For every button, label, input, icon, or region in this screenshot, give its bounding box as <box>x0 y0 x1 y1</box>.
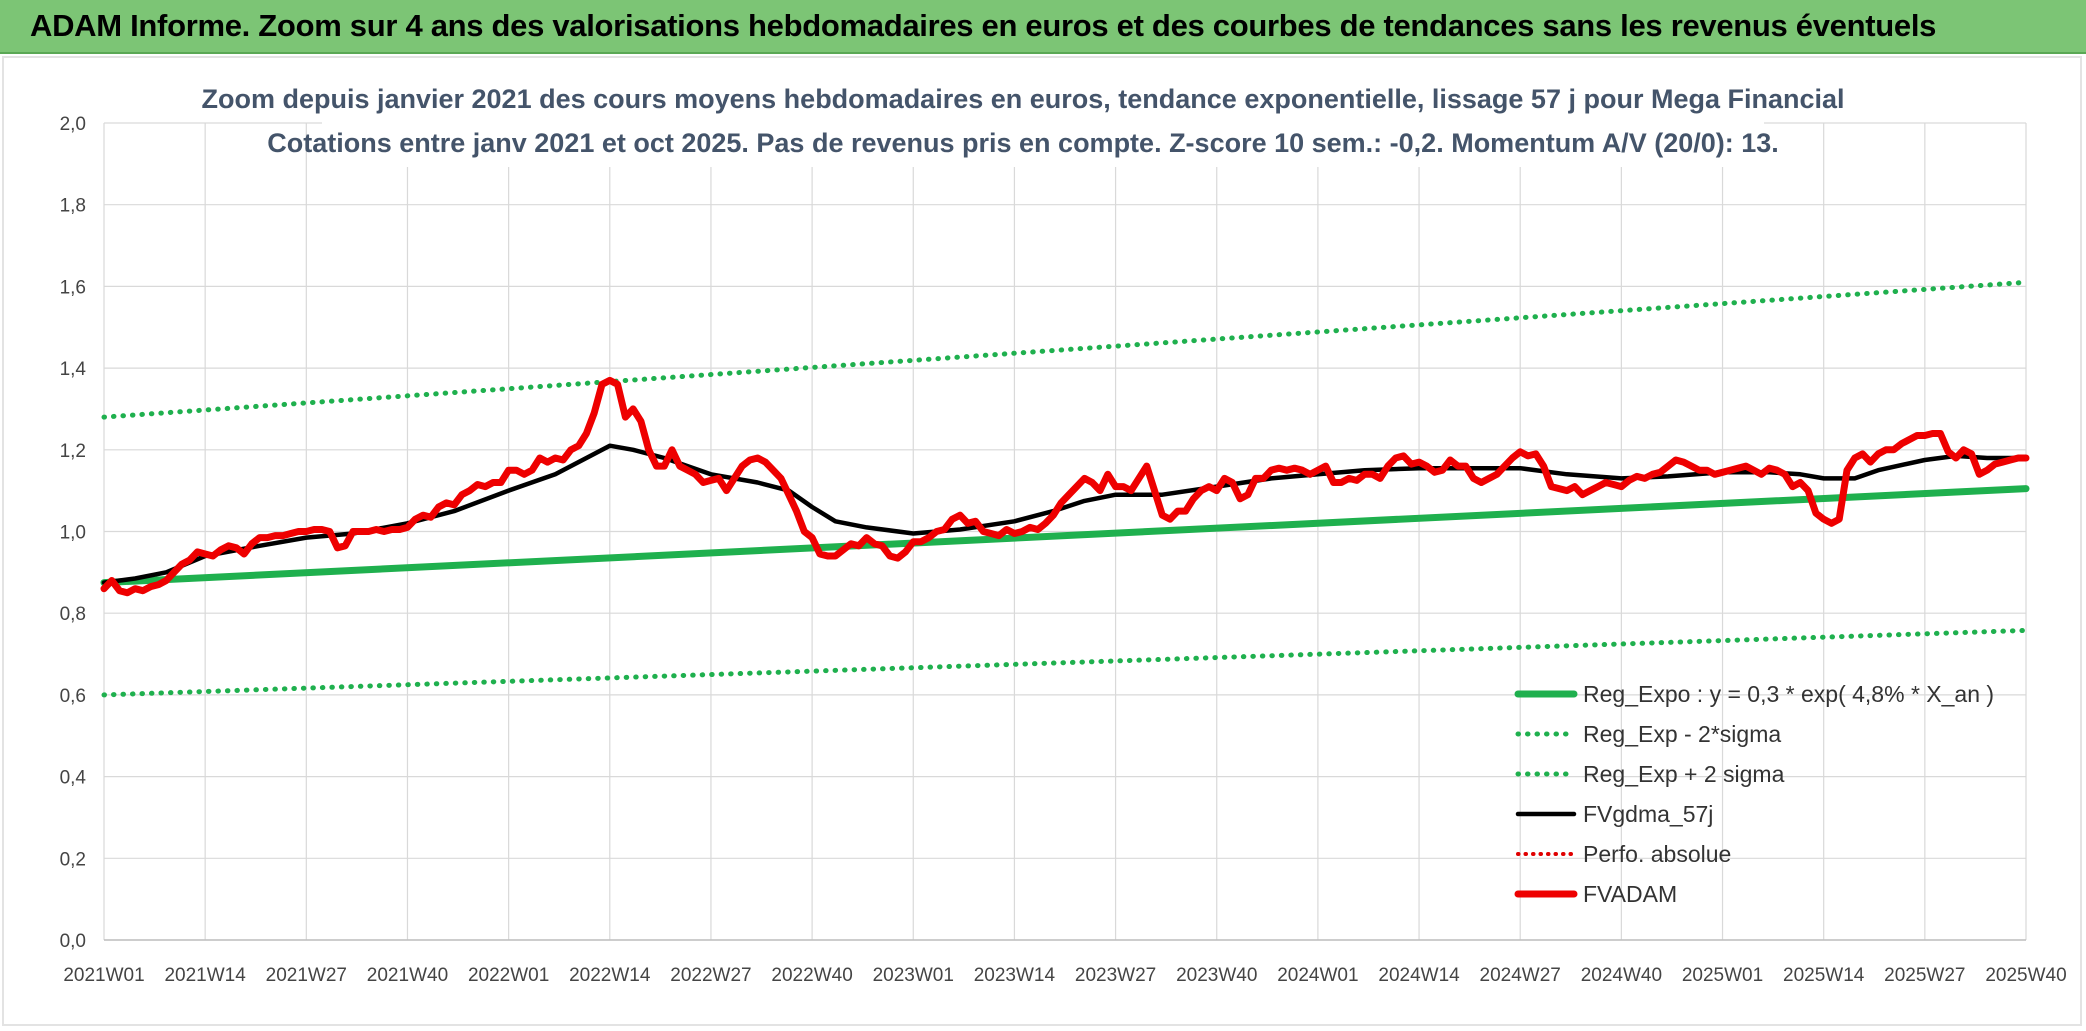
report-header-bar: ADAM Informe. Zoom sur 4 ans des valoris… <box>0 0 2086 54</box>
x-tick-label: 2025W27 <box>1884 965 1965 986</box>
x-tick-label: 2021W40 <box>367 965 448 986</box>
y-tick-label: 1,8 <box>60 196 86 217</box>
x-tick-label: 2024W40 <box>1581 965 1662 986</box>
x-tick-label: 2023W14 <box>974 965 1056 986</box>
x-tick-label: 2023W40 <box>1176 965 1257 986</box>
x-tick-label: 2022W01 <box>468 965 549 986</box>
x-tick-label: 2022W27 <box>670 965 751 986</box>
x-tick-label: 2024W01 <box>1277 965 1358 986</box>
x-tick-label: 2023W01 <box>873 965 954 986</box>
series-line-reg-expo-y-0-3-exp-4-8-x-an <box>100 485 2030 587</box>
y-tick-label: 0,8 <box>60 604 86 625</box>
x-tick-label: 2025W14 <box>1783 965 1865 986</box>
x-tick-label: 2025W01 <box>1682 965 1763 986</box>
x-tick-label: 2021W01 <box>63 965 144 986</box>
y-tick-label: 0,2 <box>60 849 86 870</box>
legend-entry-perfo-absolue: Perfo. absolue <box>1583 841 1731 867</box>
legend-entry-fvgdma-57j: FVgdma_57j <box>1583 801 1713 827</box>
x-tick-label: 2024W14 <box>1378 965 1460 986</box>
series-line-reg-exp-2-sigma <box>101 627 2029 698</box>
legend-entry-reg-exp-2-sigma: Reg_Exp + 2 sigma <box>1583 761 1785 787</box>
series-lines <box>100 279 2030 698</box>
legend-entry-reg-expo-y-0-3-exp-4-8-x-an: Reg_Expo : y = 0,3 * exp( 4,8% * X_an ) <box>1583 681 1994 707</box>
y-tick-label: 2,0 <box>60 114 86 135</box>
x-tick-label: 2021W27 <box>266 965 347 986</box>
y-tick-label: 1,6 <box>60 277 86 298</box>
y-tick-label: 1,2 <box>60 441 86 462</box>
x-tick-label: 2024W27 <box>1480 965 1561 986</box>
x-tick-label: 2021W14 <box>164 965 246 986</box>
legend-entry-fvadam: FVADAM <box>1583 881 1677 907</box>
x-tick-label: 2022W40 <box>771 965 852 986</box>
series-line-reg-exp-2-sigma <box>101 279 2029 420</box>
y-tick-label: 0,4 <box>60 768 87 789</box>
chart-subtitle-line1: Zoom depuis janvier 2021 des cours moyen… <box>201 84 1844 114</box>
axes: 0,0 0,2 0,4 0,6 0,8 1,0 1,2 1,4 1,6 1,8 2,0 2021W01… <box>60 114 2067 986</box>
report-title: ADAM Informe. Zoom sur 4 ans des valoris… <box>30 8 1937 43</box>
y-tick-label: 1,4 <box>60 359 87 380</box>
y-tick-label: 0,6 <box>60 686 86 707</box>
legend-entry-reg-exp-2-sigma: Reg_Exp - 2*sigma <box>1583 721 1781 747</box>
series-line-fvadam <box>100 376 2030 597</box>
x-tick-label: 2022W14 <box>569 965 651 986</box>
chart-subtitle-line2: Cotations entre janv 2021 et oct 2025. P… <box>267 128 1779 158</box>
chart-frame <box>2 56 2082 1026</box>
legend: Reg_Expo : y = 0,3 * exp( 4,8% * X_an ) R… <box>1514 681 1994 907</box>
y-tick-label: 1,0 <box>60 523 86 544</box>
y-tick-label: 0,0 <box>60 931 86 952</box>
grid-lines <box>103 122 2027 941</box>
x-tick-label: 2023W27 <box>1075 965 1156 986</box>
x-tick-label: 2025W40 <box>1985 965 2066 986</box>
subtitle-background <box>322 81 1764 167</box>
